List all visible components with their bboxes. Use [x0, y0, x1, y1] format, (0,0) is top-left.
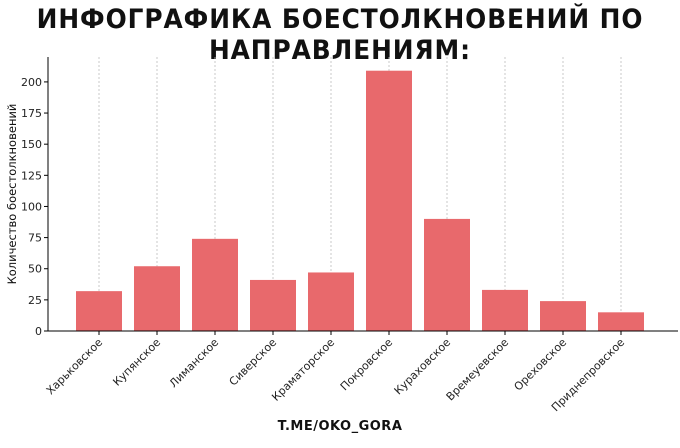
x-tick-label: Времеyевское	[444, 336, 512, 404]
x-ticks: Харьковское Купянское Лиманское СиверскоеКр…	[44, 331, 627, 414]
y-tick-label: 175	[21, 107, 42, 120]
x-tick-label: Краматорское	[269, 336, 337, 404]
y-tick-label: 50	[28, 263, 42, 276]
bar-7	[424, 218, 470, 331]
x-tick-label: Кураховское	[392, 336, 454, 398]
bar-3	[192, 238, 238, 331]
x-tick-label: Купянское	[110, 336, 163, 389]
x-tick-label: Сиверское	[227, 336, 280, 389]
y-tick-label: 150	[21, 138, 42, 151]
y-tick-label: 0	[35, 325, 42, 338]
bars	[76, 70, 644, 331]
y-ticks: 0 25 50 75 100 125 150 175 200	[21, 76, 48, 338]
bar-10	[598, 312, 644, 331]
bar-5	[308, 272, 354, 331]
bar-6	[366, 70, 412, 331]
axes	[47, 57, 678, 332]
y-axis-label: Количество боестолкновений	[5, 104, 19, 285]
bar-2	[134, 266, 180, 331]
chart-title: ИНФОГРАФИКА БОЕСТОЛКНОВЕНИЙ ПО НАПРАВЛЕН…	[36, 4, 644, 66]
x-tick-label: Покровское	[338, 336, 395, 393]
y-tick-label: 75	[28, 232, 42, 245]
x-tick-label: Лиманское	[167, 336, 221, 390]
bar-4	[250, 279, 296, 331]
y-tick-label: 200	[21, 76, 42, 89]
x-axis-label: T.ME/OKO_GORA	[278, 419, 403, 434]
x-tick-label: Ореховское	[512, 336, 570, 394]
y-tick-label: 25	[28, 294, 42, 307]
bar-8	[482, 289, 528, 331]
x-tick-label: Харьковское	[44, 336, 106, 398]
y-tick-label: 100	[21, 200, 42, 213]
y-tick-label: 125	[21, 169, 42, 182]
bar-1	[76, 291, 122, 331]
bar-9	[540, 301, 586, 331]
